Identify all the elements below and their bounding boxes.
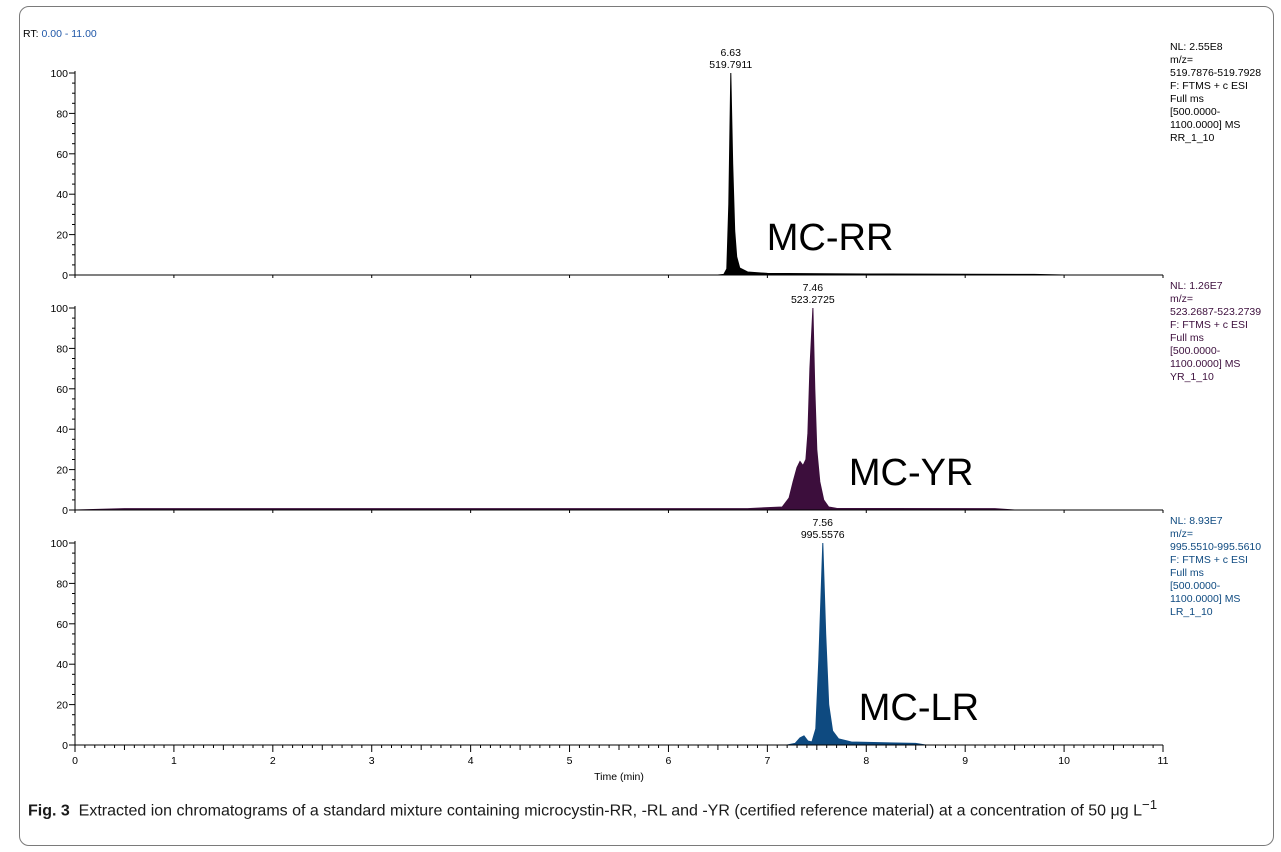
y-tick-label: 80 bbox=[56, 343, 68, 355]
y-tick-label: 100 bbox=[50, 303, 68, 315]
peak-rt-label: 6.63 bbox=[721, 47, 742, 59]
y-tick-label: 20 bbox=[56, 465, 68, 477]
y-tick-label: 80 bbox=[56, 108, 68, 120]
info-line: Full ms bbox=[1170, 332, 1204, 344]
info-line: 995.5510-995.5610 bbox=[1170, 541, 1261, 553]
y-tick-label: 80 bbox=[56, 578, 68, 590]
info-line: F: FTMS + c ESI bbox=[1170, 80, 1248, 92]
info-line: [500.0000- bbox=[1170, 106, 1221, 118]
info-line: 519.7876-519.7928 bbox=[1170, 67, 1261, 79]
x-tick-label: 8 bbox=[863, 755, 869, 767]
figure-caption: Fig. 3 Extracted ion chromatograms of a … bbox=[28, 794, 1258, 821]
info-line: YR_1_10 bbox=[1170, 371, 1214, 383]
peak-mz-label: 523.2725 bbox=[791, 294, 835, 306]
info-line: Full ms bbox=[1170, 93, 1204, 105]
y-tick-label: 20 bbox=[56, 700, 68, 712]
figure-frame bbox=[19, 6, 1274, 846]
x-tick-label: 1 bbox=[171, 755, 177, 767]
info-line: m/z= bbox=[1170, 293, 1193, 305]
x-tick-label: 6 bbox=[666, 755, 672, 767]
x-tick-label: 4 bbox=[468, 755, 474, 767]
y-tick-label: 100 bbox=[50, 68, 68, 80]
caption-text: Extracted ion chromatograms of a standar… bbox=[78, 802, 1142, 820]
x-tick-label: 10 bbox=[1058, 755, 1070, 767]
x-tick-label: 5 bbox=[567, 755, 573, 767]
compound-label: MC-RR bbox=[767, 217, 894, 259]
y-tick-label: 60 bbox=[56, 384, 68, 396]
y-tick-label: 60 bbox=[56, 149, 68, 161]
info-line: 1100.0000] MS bbox=[1170, 593, 1240, 605]
x-tick-label: 11 bbox=[1158, 755, 1169, 767]
caption-superscript: −1 bbox=[1141, 797, 1158, 812]
info-line: m/z= bbox=[1170, 54, 1193, 66]
info-line: NL: 1.26E7 bbox=[1170, 280, 1223, 292]
x-tick-label: 7 bbox=[764, 755, 770, 767]
rt-range-label: RT: 0.00 - 11.00 bbox=[23, 28, 97, 40]
info-line: NL: 2.55E8 bbox=[1170, 41, 1223, 53]
x-tick-label: 2 bbox=[270, 755, 276, 767]
x-tick-label: 9 bbox=[962, 755, 968, 767]
info-line: [500.0000- bbox=[1170, 345, 1221, 357]
y-tick-label: 100 bbox=[50, 538, 68, 550]
info-line: 1100.0000] MS bbox=[1170, 358, 1240, 370]
chromatogram-trace-2 bbox=[75, 542, 1163, 746]
x-tick-label: 3 bbox=[369, 755, 375, 767]
peak-mz-label: 519.7911 bbox=[709, 59, 752, 71]
peak-mz-label: 995.5576 bbox=[801, 529, 845, 541]
y-tick-label: 20 bbox=[56, 230, 68, 242]
y-tick-label: 40 bbox=[56, 659, 68, 671]
y-tick-label: 0 bbox=[62, 505, 68, 517]
peak-rt-label: 7.46 bbox=[803, 282, 824, 294]
y-tick-label: 60 bbox=[56, 619, 68, 631]
x-tick-label: 0 bbox=[72, 755, 78, 767]
compound-label: MC-YR bbox=[849, 452, 974, 494]
info-line: LR_1_10 bbox=[1170, 606, 1213, 618]
info-line: NL: 8.93E7 bbox=[1170, 515, 1223, 527]
chromatogram-trace-0 bbox=[75, 72, 1163, 276]
y-tick-label: 0 bbox=[62, 740, 68, 752]
y-tick-label: 0 bbox=[62, 270, 68, 282]
chromatogram-trace-1 bbox=[74, 307, 1163, 511]
info-line: F: FTMS + c ESI bbox=[1170, 554, 1248, 566]
info-line: m/z= bbox=[1170, 528, 1193, 540]
peak-rt-label: 7.56 bbox=[813, 517, 834, 529]
compound-label: MC-LR bbox=[859, 687, 979, 729]
info-line: Full ms bbox=[1170, 567, 1204, 579]
figure-label: Fig. 3 bbox=[28, 802, 70, 820]
x-axis-title: Time (min) bbox=[594, 771, 644, 783]
info-line: [500.0000- bbox=[1170, 580, 1221, 592]
info-line: 1100.0000] MS bbox=[1170, 119, 1240, 131]
info-line: 523.2687-523.2739 bbox=[1170, 306, 1261, 318]
chromatogram-chart: RT: 0.00 - 11.000204060801006.63519.7911… bbox=[23, 28, 1261, 783]
y-tick-label: 40 bbox=[56, 189, 68, 201]
info-line: RR_1_10 bbox=[1170, 132, 1215, 144]
y-tick-label: 40 bbox=[56, 424, 68, 436]
info-line: F: FTMS + c ESI bbox=[1170, 319, 1248, 331]
